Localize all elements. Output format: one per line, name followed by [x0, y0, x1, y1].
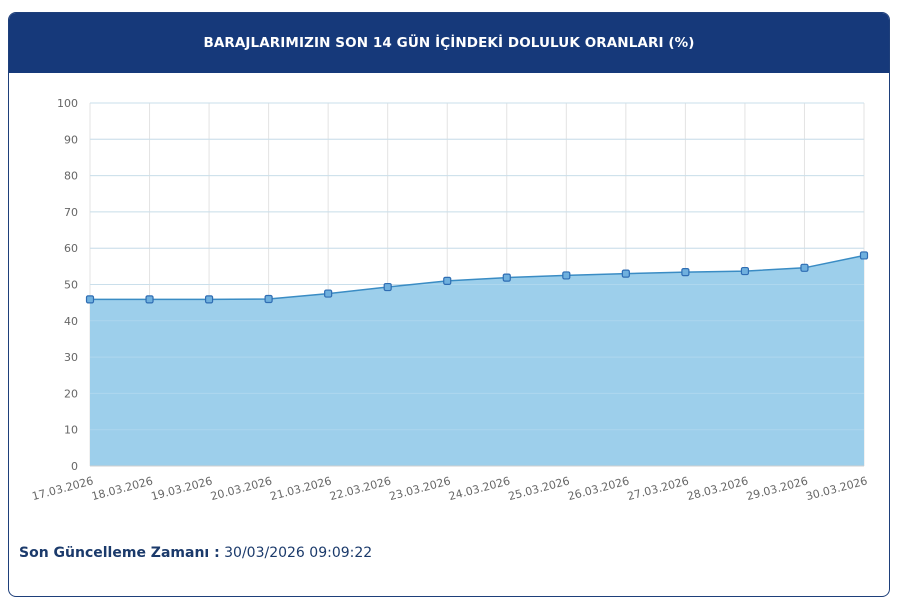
last-update: Son Güncelleme Zamanı : 30/03/2026 09:09… — [19, 545, 372, 561]
x-tick-label: 29.03.2026 — [745, 474, 809, 503]
x-tick-label: 25.03.2026 — [507, 474, 571, 503]
y-tick-label: 10 — [64, 424, 78, 437]
series-line — [90, 254, 865, 301]
series-area — [90, 255, 864, 466]
data-point — [324, 289, 333, 298]
chart-header: BARAJLARIMIZIN SON 14 GÜN İÇİNDEKİ DOLUL… — [9, 13, 889, 73]
x-tick-label: 21.03.2026 — [269, 474, 333, 503]
data-point — [800, 263, 809, 272]
y-tick-label: 100 — [57, 97, 78, 110]
data-point — [502, 273, 511, 282]
y-tick-label: 20 — [64, 387, 78, 400]
data-point — [383, 282, 392, 292]
x-tick-label: 22.03.2026 — [328, 474, 392, 503]
last-update-value: 30/03/2026 09:09:22 — [224, 545, 373, 561]
data-point — [264, 294, 273, 304]
data-point — [740, 266, 750, 276]
y-tick-label: 90 — [64, 133, 78, 146]
data-point — [443, 276, 452, 285]
x-tick-label: 24.03.2026 — [447, 474, 511, 503]
data-point — [85, 295, 95, 304]
data-point — [681, 268, 690, 277]
x-tick-label: 17.03.2026 — [31, 474, 95, 503]
y-tick-label: 30 — [64, 351, 78, 364]
data-point — [145, 295, 154, 304]
last-update-label: Son Güncelleme Zamanı : — [19, 545, 220, 561]
data-point — [859, 251, 869, 260]
x-tick-label: 26.03.2026 — [566, 474, 630, 503]
y-tick-label: 40 — [64, 315, 78, 328]
chart-title: BARAJLARIMIZIN SON 14 GÜN İÇİNDEKİ DOLUL… — [203, 35, 695, 51]
x-tick-label: 23.03.2026 — [388, 474, 452, 503]
y-tick-label: 0 — [71, 460, 78, 473]
chart-card: BARAJLARIMIZIN SON 14 GÜN İÇİNDEKİ DOLUL… — [8, 12, 890, 597]
x-tick-label: 18.03.2026 — [90, 474, 154, 503]
x-tick-label: 30.03.2026 — [805, 474, 869, 503]
x-tick-label: 27.03.2026 — [626, 474, 690, 503]
dam-fill-chart: 0 10 20 30 40 50 60 70 80 90 100 17.03.202618.03.20… — [31, 97, 869, 503]
chart-area: 0 10 20 30 40 50 60 70 80 90 100 17.03.2026 18.03.20… — [9, 73, 889, 533]
x-tick-label: 20.03.2026 — [209, 474, 273, 503]
data-point — [204, 295, 214, 304]
y-tick-label: 70 — [64, 206, 78, 219]
data-point — [562, 271, 571, 280]
y-tick-label: 50 — [64, 279, 78, 292]
x-tick-label: 28.03.2026 — [685, 474, 749, 503]
y-tick-label: 80 — [64, 170, 78, 183]
x-tick-label: 19.03.2026 — [150, 474, 214, 503]
data-point — [621, 269, 630, 278]
y-tick-label: 60 — [64, 242, 78, 255]
